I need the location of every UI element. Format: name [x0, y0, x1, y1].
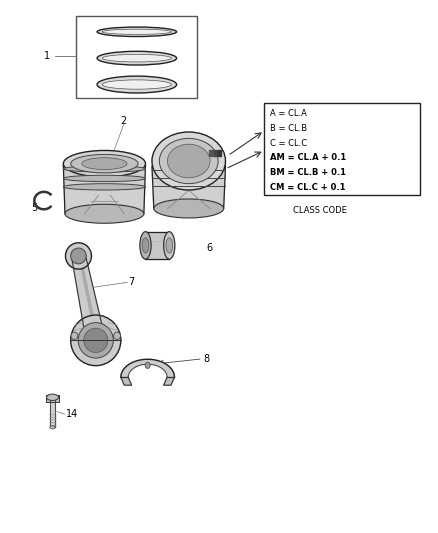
Ellipse shape: [166, 238, 173, 253]
Ellipse shape: [66, 243, 92, 269]
Text: 5: 5: [31, 203, 37, 213]
Ellipse shape: [102, 54, 171, 62]
Ellipse shape: [64, 166, 145, 172]
Polygon shape: [72, 254, 105, 343]
Text: 11: 11: [180, 201, 193, 211]
Text: A = CL.A: A = CL.A: [270, 109, 307, 118]
Text: 14: 14: [66, 409, 78, 419]
Polygon shape: [121, 359, 174, 377]
Polygon shape: [121, 377, 132, 385]
Polygon shape: [145, 232, 169, 259]
Text: C = CL.C: C = CL.C: [270, 139, 307, 148]
Circle shape: [145, 362, 150, 368]
Polygon shape: [64, 165, 145, 214]
Text: 7: 7: [128, 277, 134, 287]
Ellipse shape: [102, 29, 171, 35]
Text: 8: 8: [204, 354, 210, 364]
Polygon shape: [50, 399, 55, 427]
Ellipse shape: [97, 27, 177, 37]
Ellipse shape: [64, 184, 145, 190]
Bar: [46, 395, 59, 401]
Ellipse shape: [78, 322, 113, 358]
Text: BM = CL.B + 0.1: BM = CL.B + 0.1: [270, 168, 346, 177]
Ellipse shape: [71, 315, 121, 366]
Ellipse shape: [65, 204, 144, 223]
Text: B = CL.B: B = CL.B: [270, 124, 307, 133]
Ellipse shape: [152, 132, 226, 190]
Ellipse shape: [159, 139, 218, 184]
Bar: [265, 103, 420, 195]
Ellipse shape: [113, 332, 120, 340]
Ellipse shape: [84, 328, 108, 352]
Ellipse shape: [71, 332, 78, 340]
Bar: [209, 150, 212, 156]
Ellipse shape: [71, 248, 86, 264]
Ellipse shape: [46, 394, 59, 400]
Text: 2: 2: [121, 116, 127, 126]
Ellipse shape: [102, 80, 171, 89]
Text: 1: 1: [44, 51, 50, 61]
Ellipse shape: [82, 158, 127, 169]
Ellipse shape: [154, 199, 224, 218]
Text: AM = CL.A + 0.1: AM = CL.A + 0.1: [270, 154, 346, 163]
Bar: [76, 16, 198, 98]
Polygon shape: [164, 377, 174, 385]
Bar: [218, 150, 221, 156]
Ellipse shape: [142, 238, 149, 253]
Ellipse shape: [97, 76, 177, 93]
Ellipse shape: [167, 144, 210, 178]
Text: 6: 6: [206, 243, 212, 253]
Polygon shape: [152, 166, 226, 208]
Ellipse shape: [140, 232, 151, 259]
Ellipse shape: [64, 175, 145, 182]
Bar: [214, 150, 217, 156]
Ellipse shape: [50, 426, 55, 429]
Text: CLASS CODE: CLASS CODE: [293, 206, 346, 215]
Ellipse shape: [64, 150, 145, 177]
Ellipse shape: [164, 232, 175, 259]
Ellipse shape: [97, 51, 177, 65]
Ellipse shape: [71, 155, 138, 173]
Text: CM = CL.C + 0.1: CM = CL.C + 0.1: [270, 183, 345, 192]
